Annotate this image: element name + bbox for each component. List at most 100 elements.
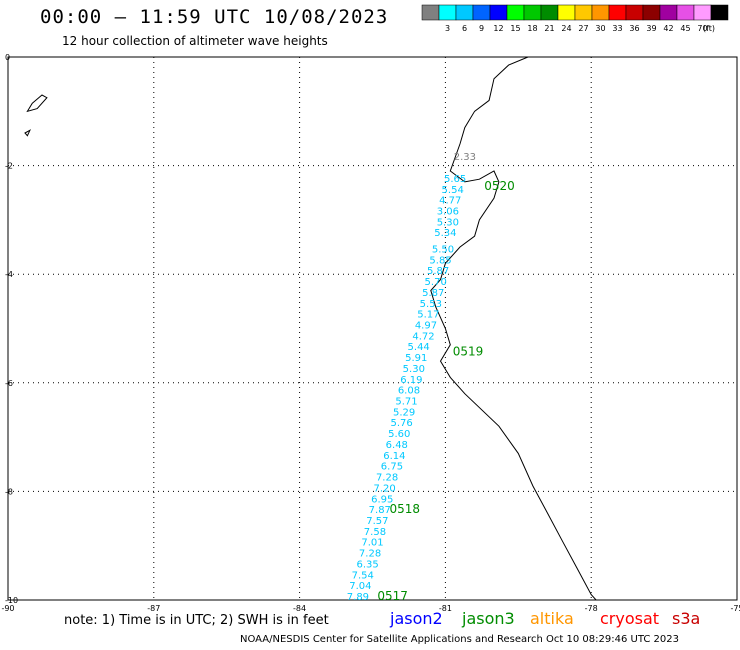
time-label: 0519 [453, 345, 484, 359]
wave-height-label: 3.06 [437, 206, 459, 217]
legend-swatch [591, 4, 610, 21]
wave-height-label: 7.57 [366, 516, 388, 527]
footer-credit: NOAA/NESDIS Center for Satellite Applica… [240, 634, 679, 645]
legend-swatch [659, 4, 678, 21]
galapagos-island [26, 94, 48, 113]
wave-height-label: 7.04 [349, 581, 371, 592]
wave-height-label: 7.28 [376, 473, 398, 484]
legend-swatch [489, 4, 508, 21]
wave-height-label: 5.87 [422, 288, 444, 299]
legend-label: 12 [493, 24, 503, 33]
wave-height-label: 5.70 [425, 277, 447, 288]
legend-label: 9 [479, 24, 484, 33]
legend-swatch [676, 4, 695, 21]
time-label: 0517 [377, 589, 408, 603]
wave-height-label: 7.87 [369, 505, 391, 516]
x-tick-label: -90 [1, 604, 14, 613]
satellite-s3a: s3a [672, 609, 701, 628]
altimeter-track: 2.335.655.544.773.065.305.345.505.855.87… [347, 152, 515, 603]
wave-height-label: 5.29 [393, 407, 415, 418]
y-tick-label: -2 [5, 162, 13, 171]
legend-label: 18 [527, 24, 537, 33]
legend-swatch [608, 4, 627, 21]
wave-height-label: 5.34 [434, 228, 456, 239]
satellite-jason3: jason3 [462, 609, 515, 628]
satellite-jason2: jason2 [390, 609, 443, 628]
legend-label: 70 [697, 24, 707, 33]
wave-height-label: 7.01 [361, 538, 383, 549]
x-tick-label: -75 [730, 604, 740, 613]
x-tick-label: -81 [439, 604, 452, 613]
legend-label: 42 [663, 24, 673, 33]
legend-swatch [693, 4, 712, 21]
wave-height-label: 5.44 [408, 342, 430, 353]
galapagos-islet [24, 129, 31, 137]
wave-height-label: 5.71 [395, 397, 417, 408]
wave-height-label: 5.65 [444, 174, 466, 185]
legend-label: 15 [510, 24, 520, 33]
legend-label: 45 [680, 24, 690, 33]
wave-height-label: 6.08 [398, 386, 420, 397]
y-tick-label: -6 [5, 379, 13, 388]
wave-height-label: 6.95 [371, 494, 393, 505]
legend-label: 36 [629, 24, 639, 33]
legend-swatch [421, 4, 440, 21]
legend-label: 27 [578, 24, 588, 33]
legend-label: 39 [646, 24, 656, 33]
wave-height-label: 6.75 [381, 462, 403, 473]
legend-label: 6 [462, 24, 467, 33]
wave-height-label: 4.72 [412, 331, 434, 342]
time-label: 0520 [484, 179, 515, 193]
coastline [430, 56, 597, 601]
wave-height-label: 5.91 [405, 353, 427, 364]
wave-height-label: 5.50 [432, 244, 454, 255]
y-tick-label: -8 [5, 487, 13, 496]
legend-swatch [574, 4, 593, 21]
wave-height-label: 6.35 [357, 559, 379, 570]
legend-swatch [438, 4, 457, 21]
wave-height-label: 7.28 [359, 549, 381, 560]
wave-height-label: 4.77 [439, 196, 461, 207]
wave-height-label: 5.17 [417, 310, 439, 321]
wave-height-label: 5.60 [388, 429, 410, 440]
y-tick-label: 0 [5, 53, 10, 62]
wave-height-label: 5.87 [427, 266, 449, 277]
wave-height-label: 4.97 [415, 321, 437, 332]
legend-label: 30 [595, 24, 605, 33]
wave-height-label: 6.48 [386, 440, 408, 451]
axis-tick-labels: -90 -87 -84 -81 -78 -75 0 -2 -4 -6 -8 -10 [1, 53, 740, 613]
legend-swatch [710, 4, 729, 21]
color-legend: 3 6 9 12 15 18 21 24 27 30 33 36 39 42 45 70(ft) [421, 4, 729, 33]
satellite-altika: altika [530, 609, 574, 628]
x-tick-label: -87 [147, 604, 160, 613]
wave-height-label: 7.54 [352, 570, 374, 581]
lat-lon-grid [7, 56, 738, 601]
wave-height-label: 2.33 [454, 152, 476, 163]
wave-height-label: 7.58 [364, 527, 386, 538]
note-text: note: 1) Time is in UTC; 2) SWH is in fe… [64, 613, 329, 628]
x-tick-label: -78 [585, 604, 598, 613]
legend-swatch [523, 4, 542, 21]
legend-swatch [642, 4, 661, 21]
legend-unit: (ft) [703, 24, 715, 33]
x-tick-label: -84 [293, 604, 306, 613]
wave-height-label: 5.85 [429, 255, 451, 266]
wave-height-label: 5.76 [391, 418, 413, 429]
legend-label: 3 [445, 24, 450, 33]
map-frame [7, 56, 738, 601]
legend-label: 21 [544, 24, 554, 33]
wave-height-label: 6.19 [400, 375, 422, 386]
legend-label: 24 [561, 24, 571, 33]
satellite-cryosat: cryosat [600, 609, 660, 628]
wave-height-label: 5.30 [403, 364, 425, 375]
page-subtitle: 12 hour collection of altimeter wave hei… [62, 34, 328, 48]
legend-label: 33 [612, 24, 622, 33]
page-title: 00:00 – 11:59 UTC 10/08/2023 [40, 6, 389, 28]
wave-height-label: 7.89 [347, 592, 369, 603]
wave-height-label: 5.54 [442, 185, 464, 196]
wave-height-label: 7.20 [374, 483, 396, 494]
y-tick-label: -10 [5, 596, 18, 605]
legend-swatch [625, 4, 644, 21]
wave-height-label: 5.53 [420, 299, 442, 310]
